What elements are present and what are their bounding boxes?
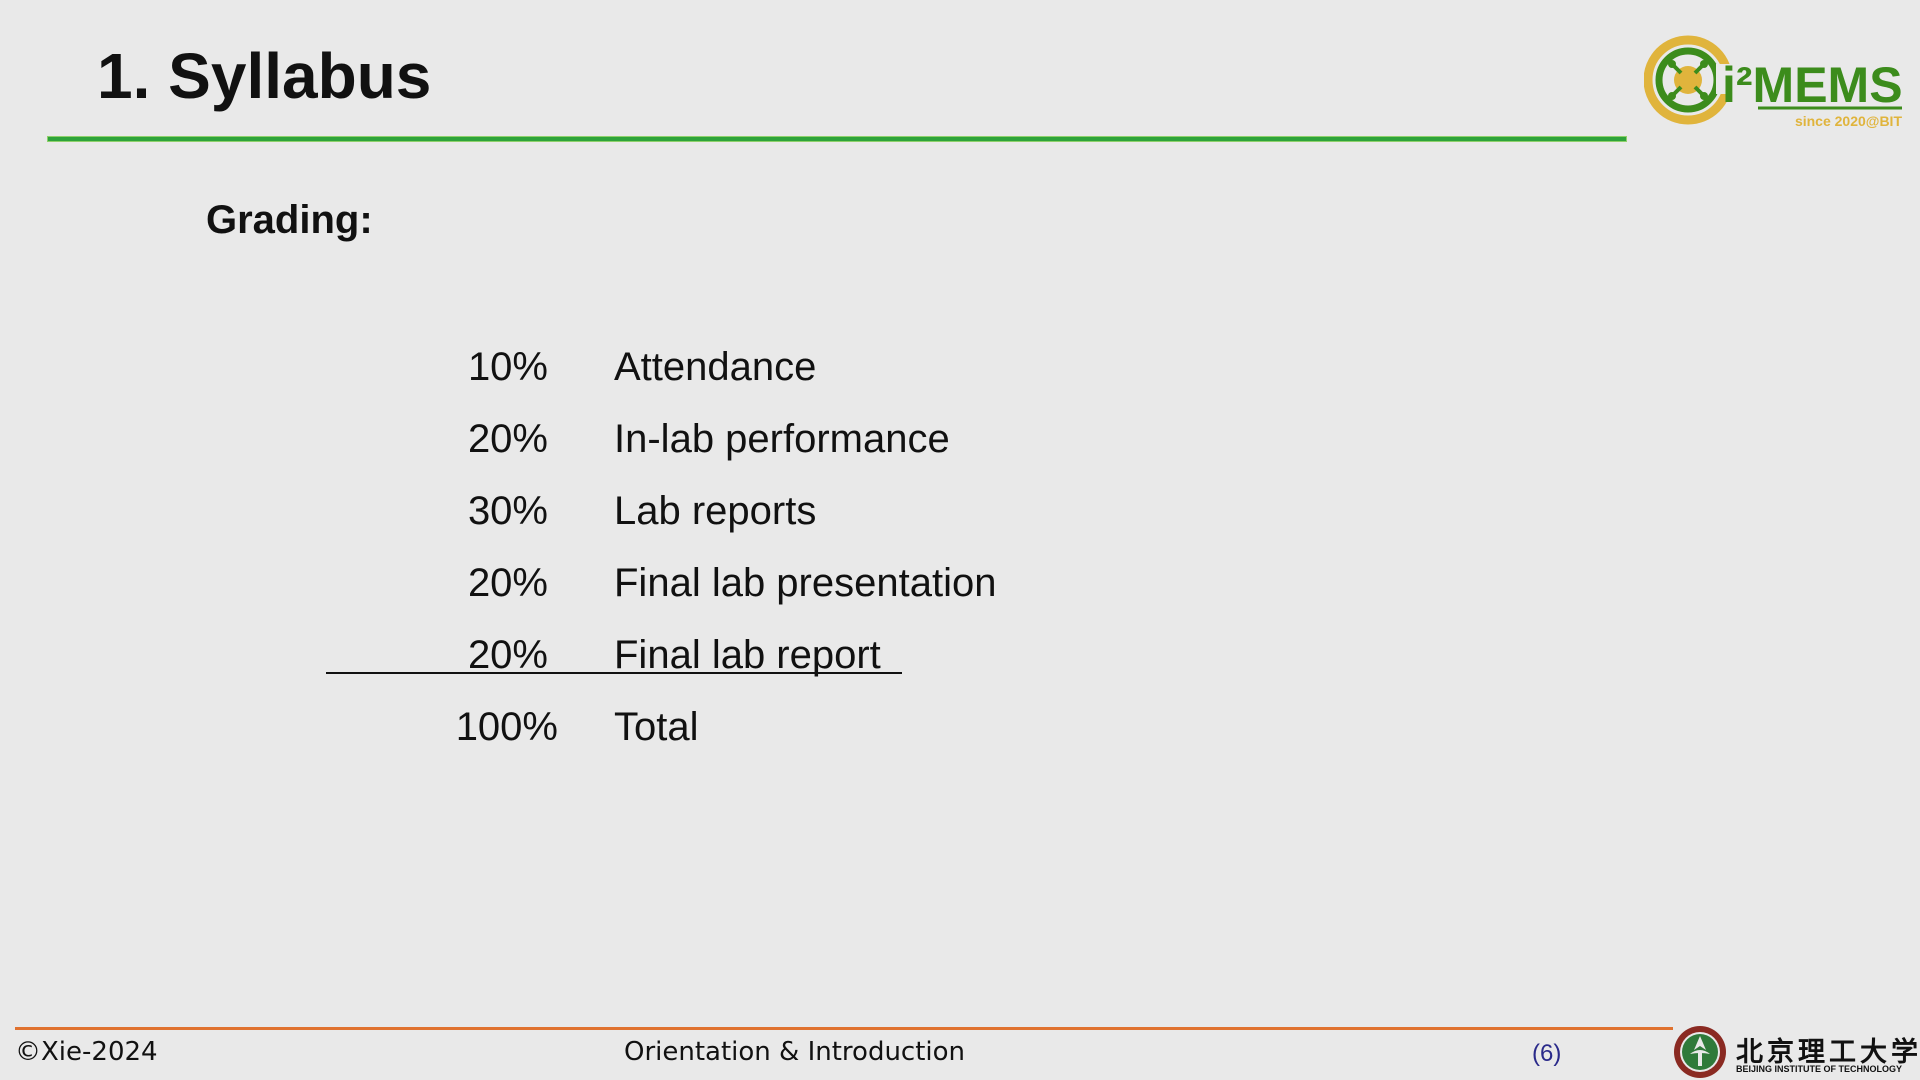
grading-row: 10% Attendance	[326, 340, 1026, 412]
title-divider	[47, 136, 1627, 142]
grading-total-row: 100% Total	[326, 700, 1026, 772]
grading-row: 30% Lab reports	[326, 484, 1026, 556]
grading-total-percent: 100%	[455, 705, 558, 749]
grading-percent: 10%	[467, 345, 548, 389]
grading-row: 20% Final lab report	[326, 628, 1026, 700]
grading-item-label: In-lab performance	[614, 417, 950, 461]
logo-brand-text: i²MEMS	[1722, 57, 1903, 113]
grading-percent: 20%	[467, 417, 548, 461]
grading-table: 10% Attendance 20% In-lab performance 30…	[326, 340, 1026, 772]
university-name-en: BEIJING INSTITUTE OF TECHNOLOGY	[1736, 1064, 1903, 1074]
grading-item-label: Lab reports	[614, 489, 817, 533]
slide-title: 1. Syllabus	[97, 40, 432, 112]
footer-title: Orientation & Introduction	[624, 1037, 966, 1067]
grading-heading: Grading:	[206, 198, 373, 242]
bit-emblem-icon	[1674, 1026, 1726, 1078]
grading-row: 20% In-lab performance	[326, 412, 1026, 484]
footer-copyright: ©Xie-2024	[15, 1037, 158, 1067]
footer-divider	[15, 1027, 1673, 1030]
logo-tagline: since 2020@BIT	[1795, 113, 1902, 129]
page-number: (6)	[1532, 1040, 1562, 1067]
grading-item-label: Final lab report	[614, 633, 881, 677]
sum-underline	[326, 672, 902, 674]
grading-percent: 30%	[467, 489, 548, 533]
i2mems-logo: i²MEMS since 2020@BIT	[1644, 34, 1906, 130]
grading-row: 20% Final lab presentation	[326, 556, 1026, 628]
grading-percent: 20%	[467, 561, 548, 605]
bit-logo: 北京理工大学 BEIJING INSTITUTE OF TECHNOLOGY	[1672, 1024, 1920, 1080]
grading-total-label: Total	[614, 705, 699, 749]
university-name-cn: 北京理工大学	[1736, 1037, 1920, 1068]
grading-item-label: Final lab presentation	[614, 561, 997, 605]
grading-item-label: Attendance	[614, 345, 817, 389]
grading-percent: 20%	[467, 633, 548, 677]
